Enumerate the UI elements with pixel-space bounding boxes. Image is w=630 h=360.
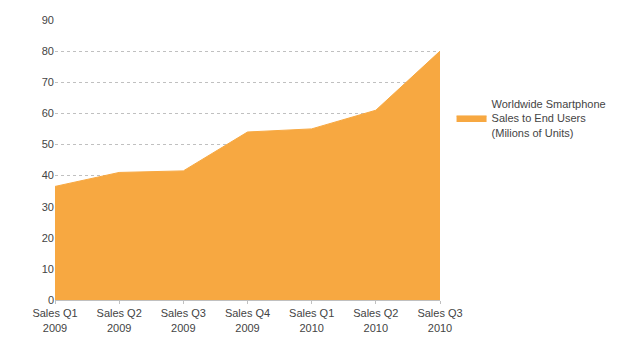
svg-text:80: 80	[42, 45, 54, 57]
svg-text:30: 30	[42, 201, 54, 213]
svg-text:10: 10	[42, 263, 54, 275]
svg-text:Sales Q12010: Sales Q12010	[289, 307, 334, 333]
svg-text:0: 0	[48, 294, 54, 306]
svg-text:Sales Q32009: Sales Q32009	[161, 307, 206, 333]
svg-text:50: 50	[42, 138, 54, 150]
svg-text:60: 60	[42, 107, 54, 119]
svg-text:70: 70	[42, 76, 54, 88]
svg-text:Sales Q22009: Sales Q22009	[97, 307, 142, 333]
svg-text:Sales Q42009: Sales Q42009	[225, 307, 270, 333]
svg-text:90: 90	[42, 14, 54, 26]
svg-text:Sales Q12009: Sales Q12009	[32, 307, 77, 333]
svg-text:Sales Q32010: Sales Q32010	[417, 307, 462, 333]
svg-text:Worldwide SmartphoneSales to E: Worldwide SmartphoneSales to End Users(M…	[492, 98, 606, 139]
svg-text:20: 20	[42, 232, 54, 244]
svg-text:40: 40	[42, 169, 54, 181]
svg-text:Sales Q22010: Sales Q22010	[353, 307, 398, 333]
